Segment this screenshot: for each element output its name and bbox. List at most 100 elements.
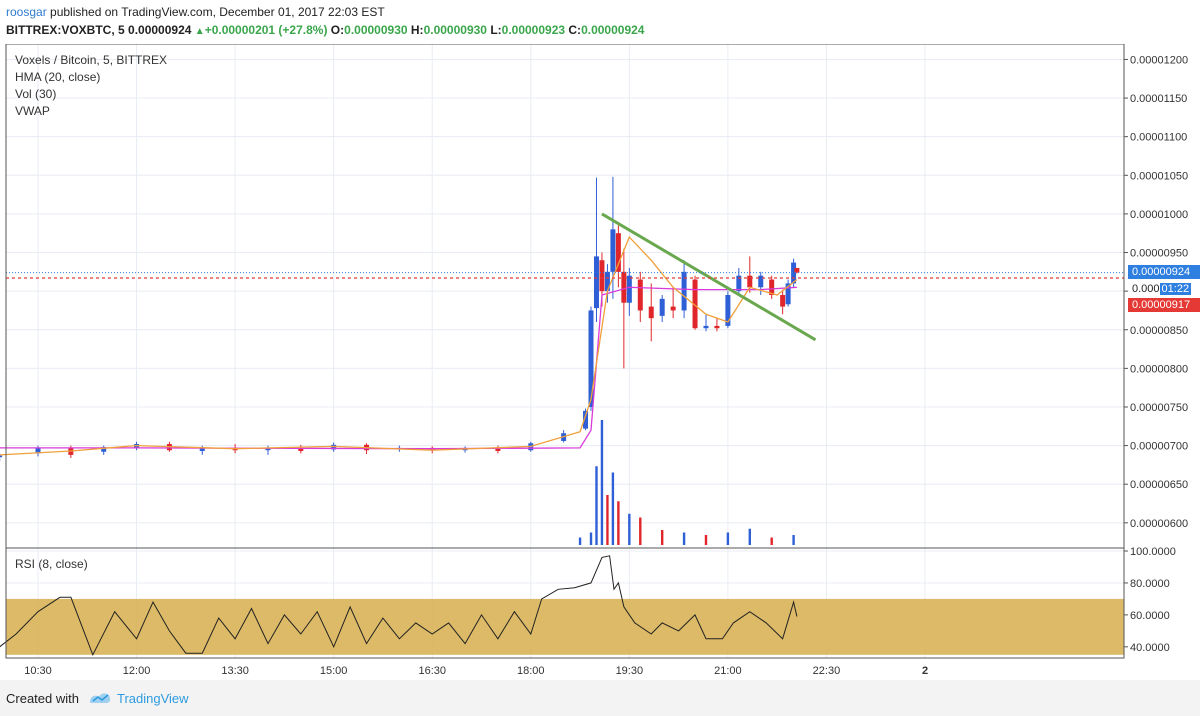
publish-info: published on TradingView.com, December 0… — [50, 5, 385, 19]
candle-body — [769, 279, 775, 295]
y-tick-label: 0.00001050 — [1130, 170, 1188, 182]
candle-body — [670, 306, 676, 311]
candle-body — [331, 444, 337, 450]
volume-bar — [639, 517, 642, 545]
low-value: 0.00000923 — [501, 23, 566, 37]
candle-body — [681, 271, 687, 311]
publish-line: roosgar published on TradingView.com, De… — [6, 5, 385, 19]
close-label: C: — [568, 23, 582, 37]
close-value: 0.00000924 — [581, 23, 645, 37]
candle-body — [583, 410, 589, 429]
y-tick-label: 0.00001100 — [1130, 132, 1187, 144]
candle-body — [659, 298, 665, 316]
y-tick-label: 0.00001200 — [1130, 54, 1188, 66]
candle-body — [626, 275, 632, 303]
volume-bar — [578, 537, 582, 545]
volume-bar — [748, 528, 751, 545]
candle-body — [703, 325, 709, 329]
rsi-line — [0, 555, 798, 657]
x-tick-label: 2 — [922, 665, 928, 677]
legend-vol: Vol (30) — [15, 87, 57, 101]
legend-hma: HMA (20, close) — [15, 70, 101, 84]
rsi-tick-label: 60.0000 — [1130, 610, 1170, 622]
x-tick-label: 16:30 — [418, 665, 446, 677]
candle-body — [714, 325, 720, 329]
volume-bar — [600, 420, 604, 545]
volume-bar — [704, 535, 708, 545]
candle-body — [758, 275, 764, 288]
x-tick-label: 12:00 — [123, 665, 151, 677]
x-tick-label: 18:00 — [517, 665, 545, 677]
candle-body — [785, 283, 791, 305]
candle-body — [780, 295, 786, 307]
hma-line — [0, 235, 798, 456]
candle-body — [747, 275, 753, 288]
candle-body — [0, 455, 3, 458]
last-price-label: 0.00000924 — [1128, 265, 1200, 279]
open-label: O: — [330, 23, 345, 37]
rsi-tick-label: 40.0000 — [1130, 642, 1170, 654]
footer: Created with TradingView — [0, 680, 1200, 716]
volume-bar — [628, 513, 631, 545]
price-chart[interactable]: 0.00001200 0.00001150 0.00001100 0.00001050… — [0, 44, 1200, 680]
candle-body — [298, 447, 304, 452]
candle-body — [637, 279, 643, 311]
candle-body — [593, 256, 599, 309]
volume-bar — [792, 535, 795, 545]
trend-line[interactable] — [601, 212, 817, 342]
rsi-band — [6, 598, 1124, 655]
candle-body — [265, 447, 271, 451]
countdown-value: 01:22 — [1159, 283, 1192, 295]
open-value: 0.00000930 — [344, 23, 408, 37]
y-tick-label: 0.00000650 — [1130, 479, 1188, 491]
low-label: L: — [490, 23, 502, 37]
rsi-tick-label: 100.0000 — [1130, 546, 1176, 558]
main-pane[interactable] — [6, 44, 1124, 546]
x-tick-label: 22:30 — [813, 665, 841, 677]
volume-bar — [611, 472, 615, 545]
price-change: +0.00000201 (+27.8%) — [204, 23, 328, 37]
candle-body — [791, 262, 797, 284]
volume-bar — [682, 532, 686, 545]
candle-body — [599, 260, 605, 292]
volume-bar — [617, 501, 620, 545]
high-value: 0.00000930 — [423, 23, 487, 37]
candle-body — [35, 447, 41, 454]
volume-bar — [660, 530, 664, 545]
tradingview-link[interactable]: TradingView — [117, 691, 189, 706]
volume-bar — [726, 532, 730, 545]
candle-body — [692, 279, 698, 329]
candle-body — [648, 306, 654, 319]
candle-body — [610, 229, 616, 272]
y-tick-label: 0.00001000 — [1130, 209, 1188, 221]
countdown-prefix: 0.000 — [1132, 283, 1160, 295]
author-link[interactable]: roosgar — [6, 5, 47, 19]
rsi-tick-label: 80.0000 — [1130, 578, 1170, 590]
y-tick-label: 0.00000850 — [1130, 325, 1188, 337]
candle-body — [101, 447, 107, 452]
volume-bar — [595, 466, 598, 545]
volume-bar — [606, 495, 609, 545]
legend-title: Voxels / Bitcoin, 5, BITTREX — [15, 53, 168, 67]
quote-line: BITTREX:VOXBTC, 5 0.00000924 ▲+0.0000020… — [6, 23, 644, 37]
tradingview-logo-icon[interactable] — [88, 688, 112, 706]
countdown-label: 0.000 01:22 — [1128, 282, 1200, 296]
x-tick-label: 15:00 — [320, 665, 348, 677]
x-tick-label: 13:30 — [221, 665, 249, 677]
up-arrow-icon: ▲ — [194, 26, 205, 37]
x-tick-label: 19:30 — [616, 665, 644, 677]
symbol-label: BITTREX:VOXBTC, 5 — [6, 23, 125, 37]
candle-body — [794, 267, 800, 273]
created-with-label: Created with — [6, 691, 79, 706]
candle-body — [615, 233, 621, 272]
y-tick-label: 0.00000600 — [1130, 518, 1188, 530]
x-tick-label: 21:00 — [714, 665, 742, 677]
publish-header: roosgar published on TradingView.com, De… — [0, 0, 1200, 44]
legend-vwap: VWAP — [15, 104, 50, 118]
high-label: H: — [410, 23, 424, 37]
candle-body — [604, 271, 610, 292]
y-tick-label: 0.00001150 — [1130, 93, 1187, 105]
volume-bar — [770, 537, 773, 545]
reference-price-label: 0.00000917 — [1128, 298, 1200, 312]
x-tick-label: 10:30 — [24, 665, 52, 677]
